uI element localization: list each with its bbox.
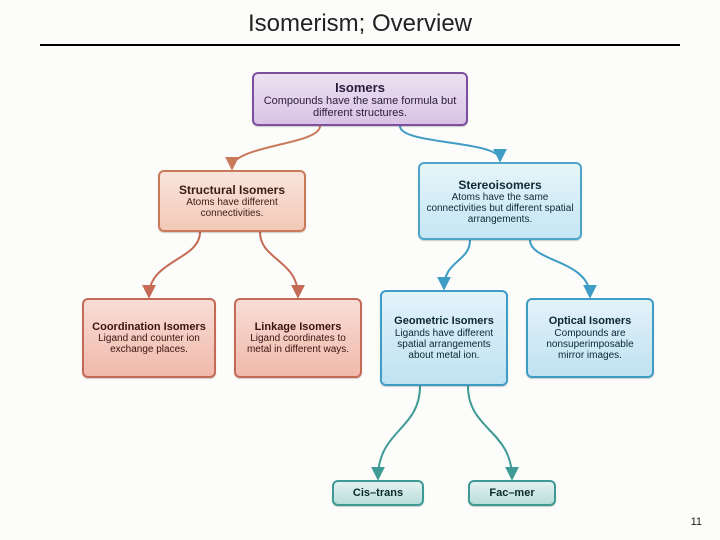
flow-edge [260, 232, 298, 296]
node-desc: Ligand coordinates to metal in different… [242, 333, 354, 355]
node-title: Stereoisomers [458, 178, 541, 192]
node-fac-mer: Fac–mer [468, 480, 556, 506]
node-title: Isomers [335, 80, 385, 95]
node-title: Structural Isomers [179, 183, 285, 197]
page-number: 11 [691, 516, 702, 528]
flow-edge [378, 386, 420, 478]
flow-edge [232, 126, 320, 168]
flow-edge [149, 232, 200, 296]
node-title: Fac–mer [489, 487, 534, 499]
node-desc: Atoms have different connectivities. [166, 197, 298, 219]
flow-edge [530, 240, 590, 296]
node-desc: Ligands have different spatial arrangeme… [388, 328, 500, 361]
node-linkage-isomers: Linkage Isomers Ligand coordinates to me… [234, 298, 362, 378]
slide: Isomerism; Overview Isomers Compounds ha… [0, 0, 720, 540]
node-title: Geometric Isomers [394, 315, 494, 327]
node-stereoisomers: Stereoisomers Atoms have the same connec… [418, 162, 582, 240]
node-desc: Ligand and counter ion exchange places. [90, 333, 208, 355]
node-title: Cis–trans [353, 487, 403, 499]
node-geometric-isomers: Geometric Isomers Ligands have different… [380, 290, 508, 386]
node-cis-trans: Cis–trans [332, 480, 424, 506]
node-title: Linkage Isomers [255, 321, 342, 333]
node-structural-isomers: Structural Isomers Atoms have different … [158, 170, 306, 232]
node-title: Coordination Isomers [92, 321, 206, 333]
flow-edge [400, 126, 500, 160]
node-desc: Compounds are nonsuperimposable mirror i… [534, 328, 646, 361]
flow-edge [468, 386, 512, 478]
node-desc: Compounds have the same formula but diff… [260, 95, 460, 119]
node-isomers: Isomers Compounds have the same formula … [252, 72, 468, 126]
node-desc: Atoms have the same connectivities but d… [426, 192, 574, 225]
flow-edge [444, 240, 470, 288]
node-coordination-isomers: Coordination Isomers Ligand and counter … [82, 298, 216, 378]
node-optical-isomers: Optical Isomers Compounds are nonsuperim… [526, 298, 654, 378]
node-title: Optical Isomers [549, 315, 632, 327]
